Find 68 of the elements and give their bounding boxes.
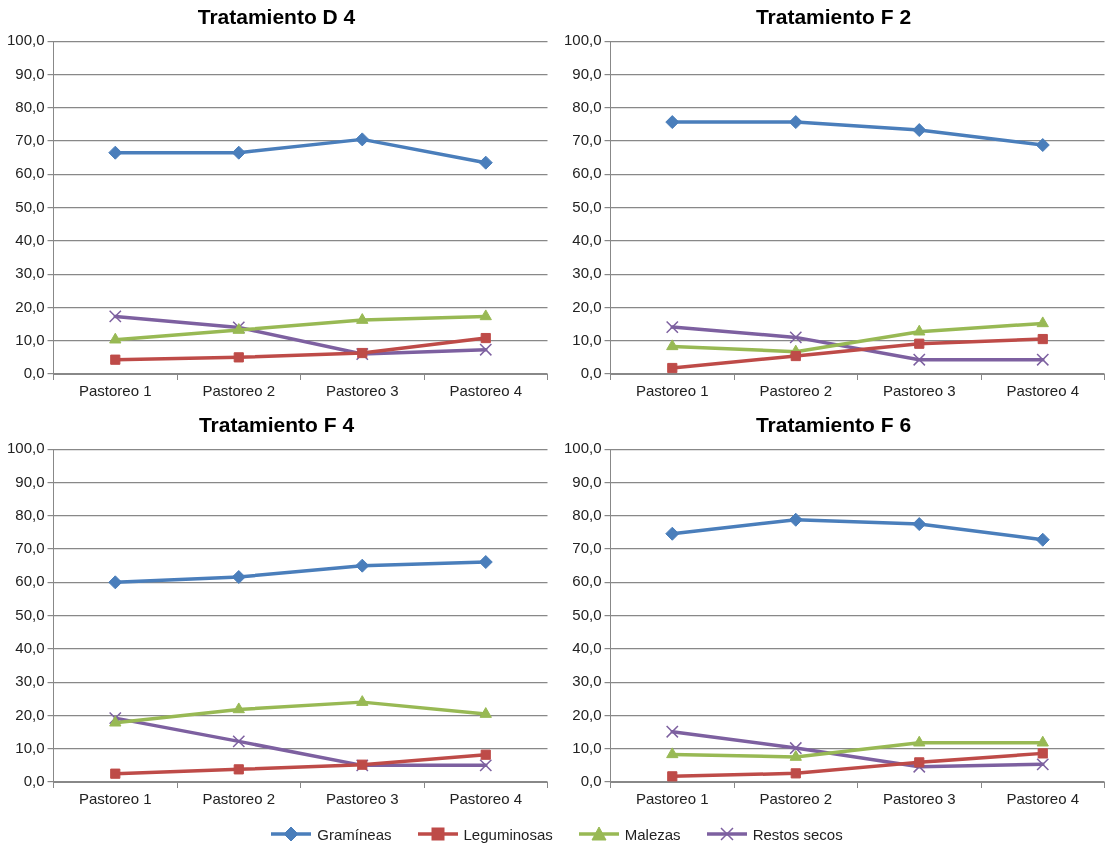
x-tick-label: Pastoreo 3 [325, 382, 399, 400]
legend-label: Malezas [624, 825, 681, 843]
y-tick-label: 100,0 [6, 31, 45, 49]
y-tick-label: 60,0 [15, 164, 45, 182]
chart-title: Tratamiento F 6 [755, 413, 912, 437]
y-tick-label: 50,0 [15, 197, 45, 215]
x-tick-label: Pastoreo 2 [759, 382, 833, 400]
x-tick-label: Pastoreo 2 [202, 382, 276, 400]
y-tick-label: 70,0 [572, 131, 602, 149]
x-tick-label: Pastoreo 4 [449, 382, 523, 400]
y-tick-label: 80,0 [15, 97, 45, 115]
y-tick-label: 30,0 [572, 672, 602, 690]
x-tick-label: Pastoreo 1 [79, 382, 152, 400]
y-tick-label: 40,0 [15, 639, 45, 657]
y-tick-label: 60,0 [15, 572, 45, 590]
x-tick-label: Pastoreo 4 [1006, 382, 1080, 400]
y-tick-label: 100,0 [563, 439, 602, 457]
y-tick-label: 30,0 [15, 264, 45, 282]
y-tick-label: 10,0 [15, 738, 45, 756]
y-tick-label: 90,0 [15, 472, 45, 490]
y-tick-label: 20,0 [15, 297, 45, 315]
y-tick-label: 60,0 [572, 572, 602, 590]
y-tick-label: 30,0 [572, 264, 602, 282]
legend-label: Gramíneas [317, 825, 392, 843]
chart-title: Tratamiento F 4 [198, 413, 355, 437]
y-tick-label: 60,0 [572, 164, 602, 182]
y-tick-label: 90,0 [572, 472, 602, 490]
x-tick-label: Pastoreo 4 [449, 790, 523, 808]
x-tick-label: Pastoreo 3 [882, 790, 956, 808]
x-tick-label: Pastoreo 2 [759, 790, 833, 808]
y-tick-label: 70,0 [15, 539, 45, 557]
chart-title: Tratamiento F 2 [755, 5, 912, 29]
chart-title: Tratamiento D 4 [197, 5, 356, 29]
legend-label: Restos secos [752, 825, 843, 843]
y-tick-label: 40,0 [572, 231, 602, 249]
y-tick-label: 10,0 [572, 738, 602, 756]
y-tick-label: 30,0 [15, 672, 45, 690]
x-tick-label: Pastoreo 4 [1006, 790, 1080, 808]
y-tick-label: 0,0 [23, 772, 45, 790]
x-tick-label: Pastoreo 1 [636, 382, 709, 400]
x-tick-label: Pastoreo 3 [882, 382, 956, 400]
y-tick-label: 20,0 [15, 705, 45, 723]
y-tick-label: 50,0 [15, 605, 45, 623]
y-tick-label: 70,0 [15, 131, 45, 149]
y-tick-label: 100,0 [6, 439, 45, 457]
y-tick-label: 20,0 [572, 705, 602, 723]
y-tick-label: 10,0 [15, 330, 45, 348]
legend-label: Leguminosas [463, 825, 553, 843]
y-tick-label: 80,0 [572, 505, 602, 523]
x-tick-label: Pastoreo 1 [79, 790, 152, 808]
y-tick-label: 80,0 [572, 97, 602, 115]
y-tick-label: 0,0 [580, 772, 602, 790]
y-tick-label: 80,0 [15, 505, 45, 523]
y-tick-label: 20,0 [572, 297, 602, 315]
y-tick-label: 90,0 [15, 64, 45, 82]
y-tick-label: 40,0 [572, 639, 602, 657]
y-tick-label: 90,0 [572, 64, 602, 82]
x-tick-label: Pastoreo 1 [636, 790, 709, 808]
x-tick-label: Pastoreo 2 [202, 790, 276, 808]
y-tick-label: 100,0 [563, 31, 602, 49]
y-tick-label: 10,0 [572, 330, 602, 348]
y-tick-label: 50,0 [572, 197, 602, 215]
y-tick-label: 40,0 [15, 231, 45, 249]
y-tick-label: 50,0 [572, 605, 602, 623]
y-tick-label: 0,0 [23, 364, 45, 382]
x-tick-label: Pastoreo 3 [325, 790, 399, 808]
y-tick-label: 0,0 [580, 364, 602, 382]
y-tick-label: 70,0 [572, 539, 602, 557]
